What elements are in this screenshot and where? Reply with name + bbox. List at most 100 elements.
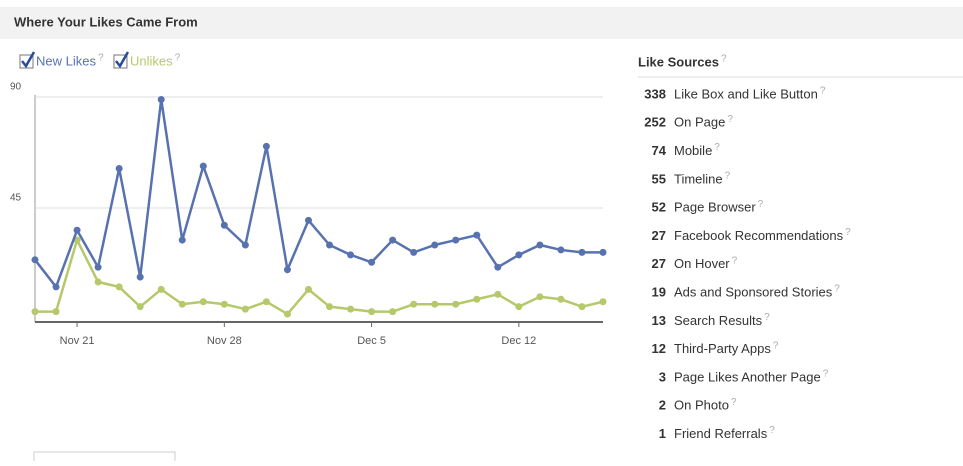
- data-point: [410, 248, 418, 256]
- source-label: Third-Party Apps: [674, 341, 771, 356]
- source-label: Friend Referrals: [674, 426, 768, 441]
- data-point: [452, 236, 460, 244]
- data-point: [536, 293, 544, 301]
- data-point: [178, 236, 186, 244]
- data-point: [431, 300, 439, 308]
- data-point: [31, 256, 39, 264]
- help-icon: ?: [731, 397, 737, 408]
- legend-label[interactable]: Unlikes: [130, 53, 173, 68]
- source-count: 27: [652, 256, 666, 271]
- data-point: [262, 298, 270, 306]
- source-label: On Page: [674, 115, 725, 130]
- data-point: [389, 236, 397, 244]
- header-bar: [0, 7, 963, 39]
- source-label: On Photo: [674, 398, 729, 413]
- data-point: [452, 300, 460, 308]
- help-icon: ?: [823, 369, 829, 380]
- source-label: Page Likes Another Page: [674, 369, 821, 384]
- data-point: [536, 241, 544, 249]
- legend-label[interactable]: New Likes: [36, 53, 96, 68]
- y-tick-label: 45: [10, 193, 22, 204]
- source-count: 13: [652, 313, 666, 328]
- data-point: [578, 303, 586, 311]
- sources-title: Like Sources: [638, 54, 719, 69]
- help-icon: ?: [98, 53, 104, 64]
- data-point: [241, 305, 249, 313]
- data-point: [52, 308, 60, 316]
- legend-check: [21, 51, 36, 69]
- data-point: [94, 263, 102, 271]
- data-point: [599, 248, 607, 256]
- source-count: 1: [659, 426, 666, 441]
- button-outline[interactable]: [33, 451, 176, 466]
- data-point: [283, 310, 291, 318]
- data-point: [368, 258, 376, 266]
- data-point: [473, 231, 481, 239]
- source-label: Ads and Sponsored Stories: [674, 285, 833, 300]
- data-point: [115, 165, 123, 173]
- help-icon: ?: [758, 199, 764, 210]
- source-count: 55: [652, 171, 666, 186]
- data-point: [31, 308, 39, 316]
- data-point: [599, 298, 607, 306]
- help-icon: ?: [764, 312, 770, 323]
- help-icon: ?: [727, 114, 733, 125]
- source-count: 3: [659, 369, 666, 384]
- x-tick-label: Nov 21: [60, 335, 95, 347]
- data-point: [410, 300, 418, 308]
- data-point: [220, 221, 228, 229]
- data-point: [199, 298, 207, 306]
- help-icon: ?: [820, 86, 826, 97]
- data-point: [241, 241, 249, 249]
- data-point: [94, 278, 102, 286]
- source-label: Mobile: [674, 143, 712, 158]
- source-count: 12: [652, 341, 666, 356]
- data-point: [515, 303, 523, 311]
- help-icon: ?: [732, 255, 738, 266]
- help-icon: ?: [834, 284, 840, 295]
- data-point: [283, 266, 291, 274]
- source-label: Page Browser: [674, 200, 756, 215]
- data-point: [494, 290, 502, 298]
- data-point: [157, 285, 165, 293]
- data-point: [136, 273, 144, 281]
- data-point: [347, 251, 355, 259]
- data-point: [304, 216, 312, 224]
- series-line: [35, 236, 604, 316]
- data-point: [494, 263, 502, 271]
- x-tick-label: Dec 5: [357, 335, 386, 347]
- source-count: 252: [644, 115, 666, 130]
- data-point: [389, 308, 397, 316]
- help-icon: ?: [769, 425, 775, 436]
- data-point: [557, 295, 565, 303]
- x-tick-label: Nov 28: [207, 335, 242, 347]
- data-point: [326, 241, 334, 249]
- source-label: Like Box and Like Button: [674, 86, 818, 101]
- data-point: [368, 308, 376, 316]
- data-point: [326, 303, 334, 311]
- source-label: Timeline: [674, 171, 723, 186]
- data-point: [73, 226, 81, 234]
- help-icon: ?: [175, 53, 181, 64]
- data-point: [347, 305, 355, 313]
- source-count: 19: [652, 285, 666, 300]
- y-tick-label: 90: [10, 82, 22, 93]
- help-icon: ?: [714, 142, 720, 153]
- source-label: Facebook Recommendations: [674, 228, 844, 243]
- help-icon: ?: [773, 340, 779, 351]
- data-point: [262, 142, 270, 150]
- header-title: Where Your Likes Came From: [14, 14, 198, 29]
- legend-check: [114, 51, 130, 69]
- source-count: 338: [644, 86, 666, 101]
- data-point: [136, 303, 144, 311]
- series-line: [34, 99, 603, 290]
- source-count: 27: [652, 228, 666, 243]
- help-icon: ?: [721, 54, 727, 65]
- data-point: [220, 300, 228, 308]
- data-point: [178, 300, 186, 308]
- data-point: [52, 283, 60, 291]
- help-icon: ?: [845, 227, 851, 238]
- source-count: 2: [659, 398, 666, 413]
- help-icon: ?: [725, 171, 731, 182]
